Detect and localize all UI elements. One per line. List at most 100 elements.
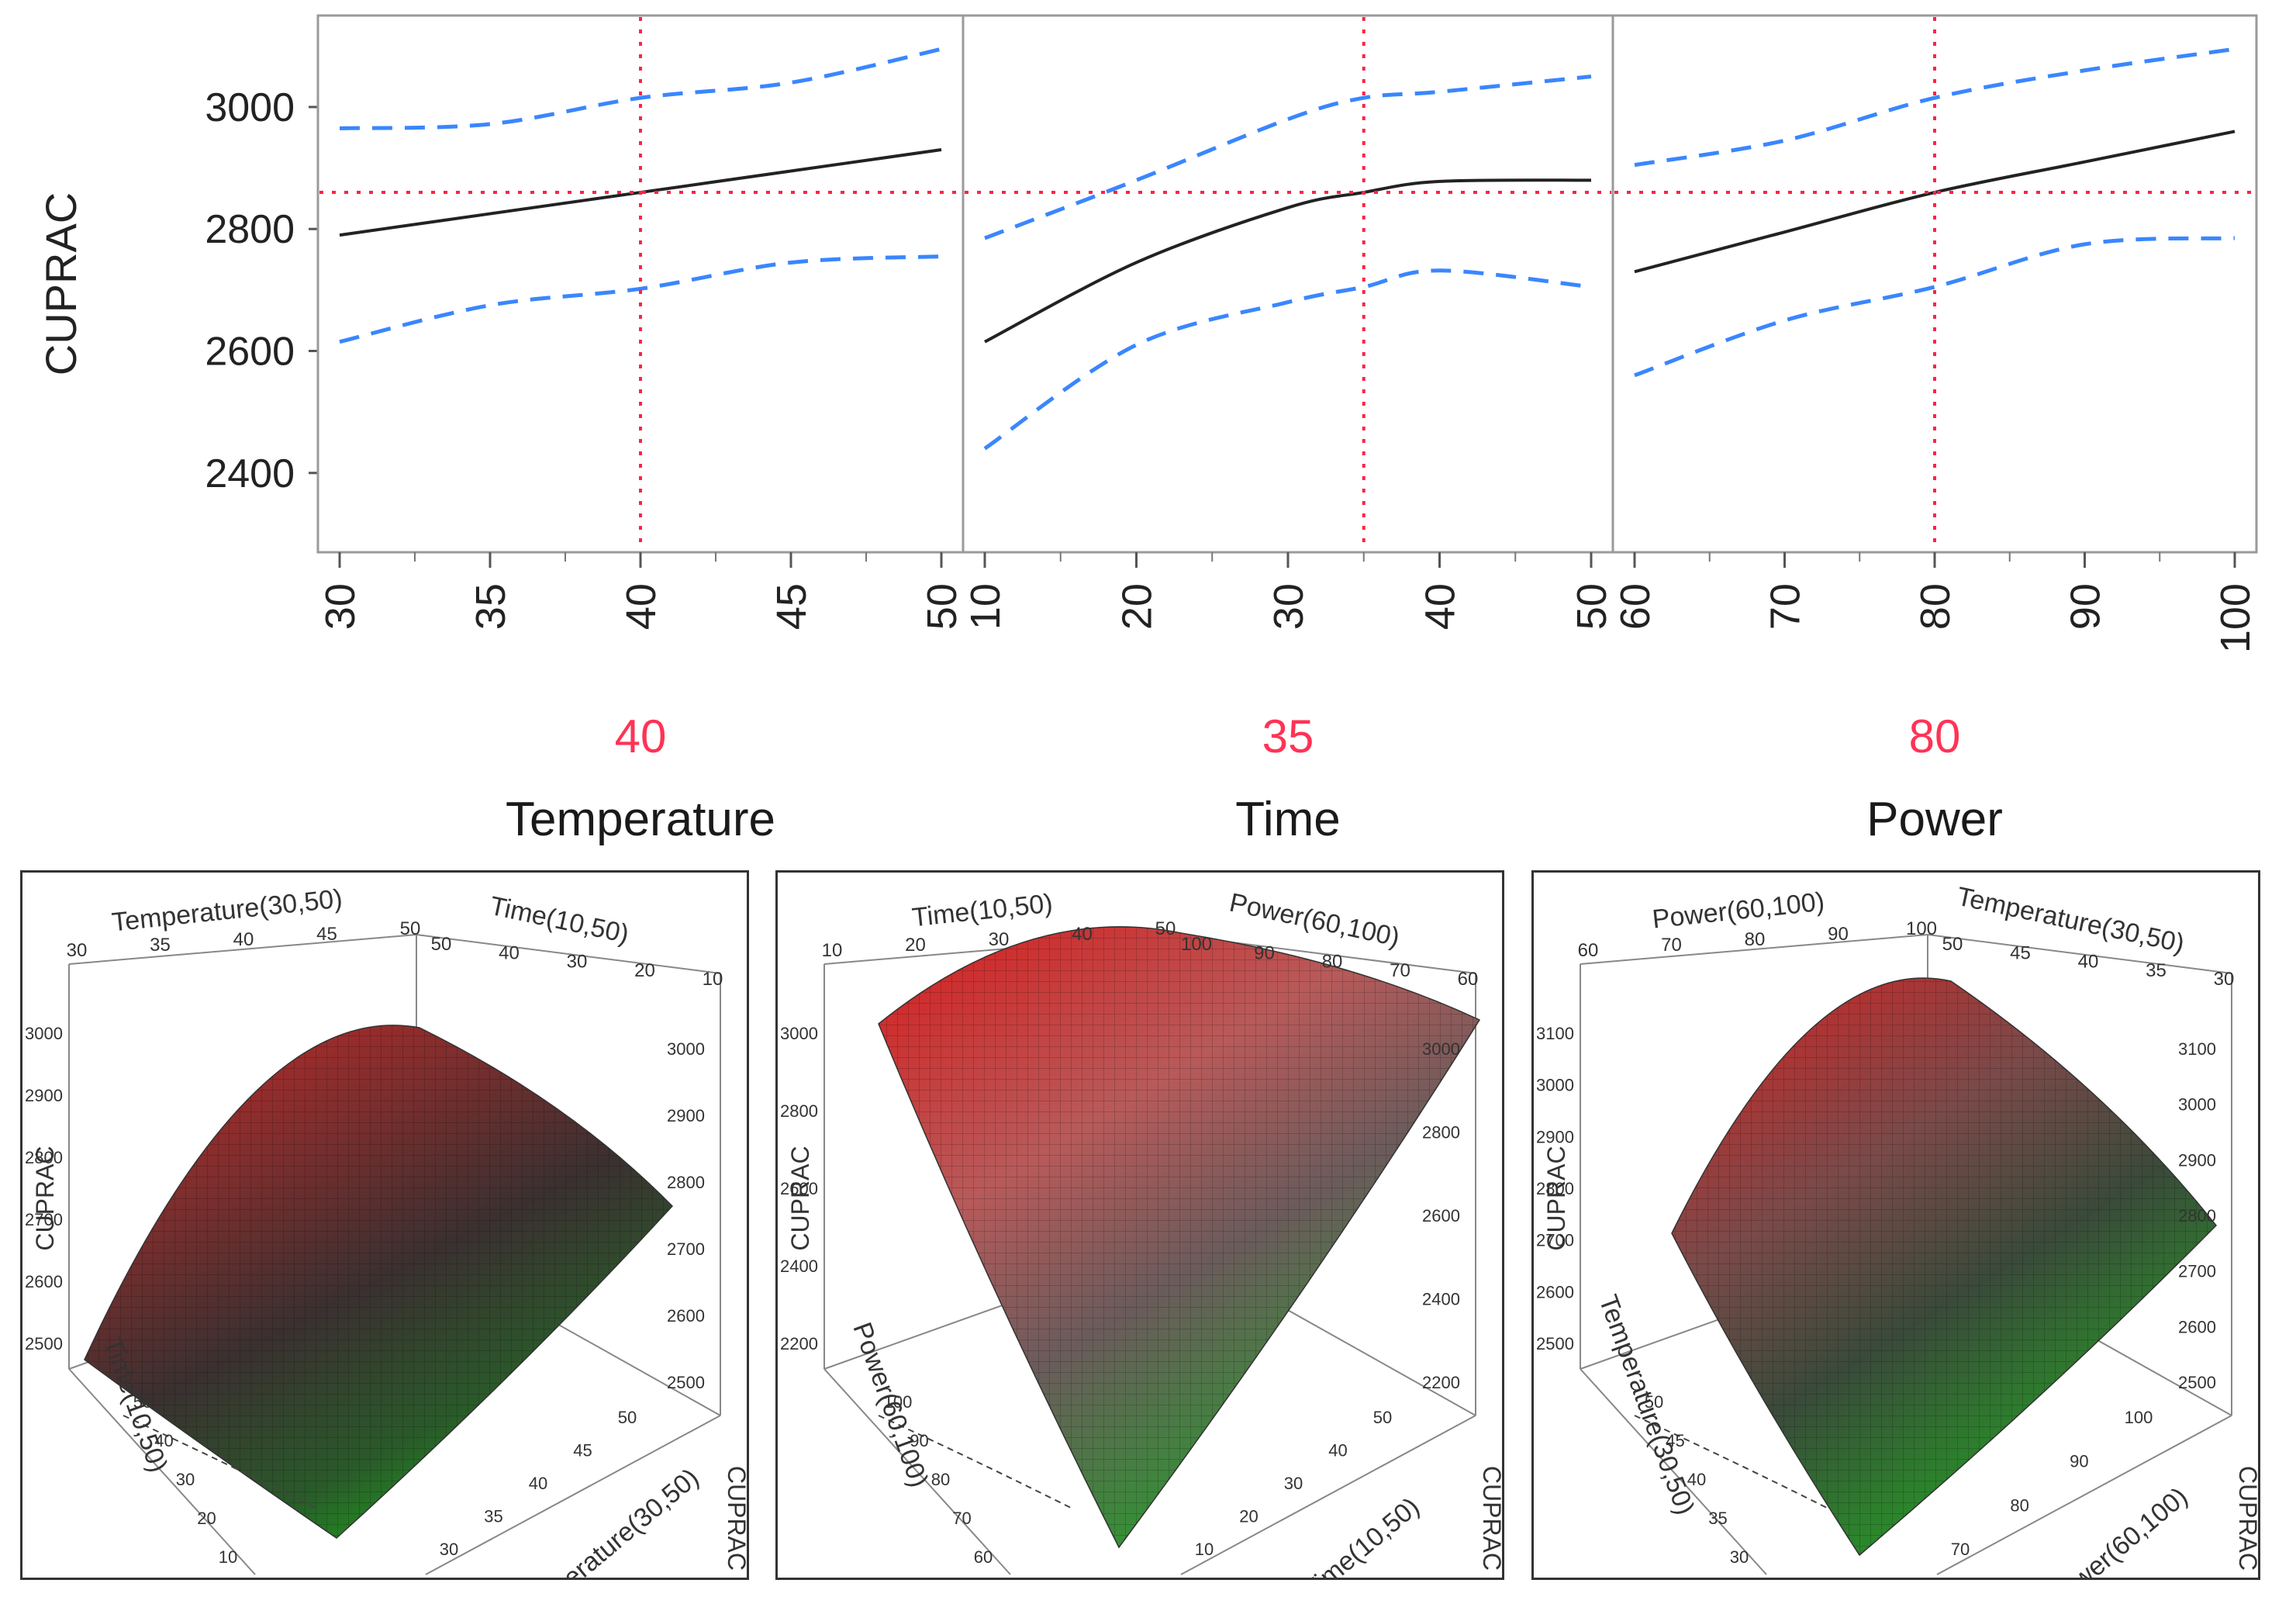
- top-left-tick-label: 100: [1906, 918, 1937, 939]
- y-tick-label: 2600: [205, 330, 295, 375]
- left-z-tick-label: 3100: [1536, 1024, 1574, 1043]
- top-right-axis-label: Temperature(30,50): [1954, 882, 2187, 959]
- factor-label: Time: [1235, 793, 1340, 846]
- right-z-tick-label: 2600: [667, 1306, 705, 1326]
- top-left-tick-label: 40: [233, 929, 254, 950]
- response-surface-mesh: [879, 926, 1479, 1547]
- top-right-tick-label: 30: [567, 952, 588, 973]
- top-right-tick-label: 70: [1390, 960, 1410, 981]
- right-z-tick-label: 3000: [1422, 1039, 1460, 1059]
- left-z-tick-label: 3000: [780, 1024, 818, 1043]
- left-z-tick-label: 2600: [1536, 1282, 1574, 1301]
- top-left-tick-label: 10: [822, 940, 843, 961]
- bottom-left-tick-label: 10: [219, 1547, 237, 1567]
- bottom-right-axis-label: Time(10,50): [1298, 1492, 1425, 1578]
- top-left-tick-label: 40: [1072, 924, 1093, 945]
- top-right-axis-label: Time(10,50): [487, 891, 631, 949]
- left-z-tick-label: 3000: [25, 1024, 63, 1043]
- top-right-tick-label: 10: [703, 969, 723, 990]
- axis-box-line: [68, 1368, 256, 1575]
- bottom-right-tick-label: 50: [618, 1408, 637, 1427]
- current-factor-value: 40: [615, 710, 667, 762]
- left-z-tick-label: 2500: [25, 1334, 63, 1353]
- right-z-tick-label: 2800: [1422, 1123, 1460, 1142]
- bottom-left-tick-label: 50: [1645, 1392, 1663, 1412]
- surface-plot-power-temperature: Power(60,100) Temperature(30,50) Temperatu…: [1531, 870, 2260, 1580]
- confidence-band-line: [339, 47, 942, 130]
- floor-contour-line: [878, 1415, 1073, 1509]
- bottom-left-tick-label: 70: [952, 1509, 971, 1528]
- x-tick-label: 30: [317, 583, 364, 630]
- right-z-tick-label: 3100: [2178, 1039, 2216, 1059]
- bottom-left-tick-label: 90: [910, 1431, 928, 1450]
- left-z-tick-label: 2800: [25, 1148, 63, 1167]
- axis-box-line: [425, 1415, 721, 1575]
- top-left-tick-label: 35: [150, 935, 171, 956]
- axis-box-line: [1927, 934, 2232, 974]
- axis-box-line: [1580, 934, 1928, 965]
- current-factor-value: 80: [1909, 710, 1961, 762]
- top-right-tick-label: 80: [1322, 952, 1343, 973]
- bottom-left-tick-label: 45: [1666, 1431, 1684, 1450]
- top-left-tick-label: 70: [1661, 935, 1682, 956]
- right-z-tick-label: 2900: [667, 1106, 705, 1125]
- confidence-band-line: [983, 268, 1592, 451]
- bottom-left-tick-label: 60: [974, 1547, 993, 1567]
- x-tick-label: 40: [618, 583, 665, 630]
- left-z-tick-label: 2700: [25, 1210, 63, 1229]
- top-left-tick-label: 60: [1578, 940, 1599, 961]
- current-factor-value: 35: [1262, 710, 1314, 762]
- profiler-panel-frame: [962, 14, 1614, 554]
- bottom-left-tick-label: 100: [884, 1392, 913, 1412]
- floor-contour-line: [1634, 1415, 1829, 1509]
- right-z-tick-label: 2500: [2178, 1373, 2216, 1392]
- x-tick-label: 35: [468, 583, 514, 630]
- x-tick-label: 80: [1912, 583, 1959, 630]
- bottom-right-axis-label: Power(60,100): [2042, 1481, 2193, 1578]
- z-axis-label-right: CUPRAC: [723, 1466, 747, 1571]
- bottom-left-tick-label: 80: [931, 1470, 950, 1489]
- y-tick-label: 2800: [205, 207, 295, 252]
- bottom-left-tick-label: 50: [133, 1392, 152, 1412]
- left-z-tick-label: 2800: [780, 1101, 818, 1121]
- top-right-tick-label: 40: [499, 942, 520, 963]
- prediction-line: [984, 178, 1592, 344]
- left-z-tick-label: 2600: [780, 1179, 818, 1198]
- bottom-right-tick-label: 70: [1951, 1540, 1970, 1559]
- x-tick-label: 10: [962, 583, 1009, 630]
- z-axis-label-right: CUPRAC: [2234, 1466, 2258, 1571]
- right-z-tick-label: 2400: [1422, 1290, 1460, 1309]
- top-left-tick-label: 50: [1155, 918, 1176, 939]
- top-right-tick-label: 45: [2010, 942, 2031, 963]
- z-axis-label-left: CUPRAC: [1542, 1146, 1570, 1250]
- bottom-right-tick-label: 20: [1239, 1507, 1258, 1526]
- response-surface-mesh: [85, 1025, 672, 1538]
- left-z-tick-label: 2900: [1536, 1127, 1574, 1146]
- top-left-axis-label: Power(60,100): [1651, 887, 1826, 935]
- top-left-tick-label: 45: [316, 924, 337, 945]
- prediction-profiler: CUPRAC 2400 2600 2800 3000 30 35 40 45 50 40 Temper…: [36, 14, 2259, 846]
- x-tick-label: 50: [919, 583, 965, 630]
- top-right-tick-label: 20: [634, 960, 655, 981]
- confidence-band-line: [1634, 236, 2236, 378]
- right-z-tick-label: 2600: [2178, 1317, 2216, 1336]
- top-right-tick-label: 90: [1254, 942, 1275, 963]
- factor-label: Temperature: [506, 793, 775, 846]
- x-tick-label: 40: [1417, 583, 1464, 630]
- prediction-line: [1634, 130, 2236, 274]
- bottom-right-tick-label: 10: [1195, 1540, 1214, 1559]
- top-right-tick-label: 35: [2146, 960, 2167, 981]
- right-z-tick-label: 2200: [1422, 1373, 1460, 1392]
- bottom-left-tick-label: 30: [176, 1470, 195, 1489]
- x-tick-label: 60: [1612, 583, 1659, 630]
- confidence-band-line: [984, 74, 1592, 240]
- bottom-right-tick-label: 90: [2070, 1452, 2088, 1471]
- surface-plot-time-power: Time(10,50) Power(60,100) Power(60,100) Tim…: [775, 870, 1504, 1580]
- right-z-tick-label: 2700: [667, 1239, 705, 1259]
- bottom-right-tick-label: 30: [440, 1540, 458, 1559]
- factor-label: Power: [1866, 793, 2003, 846]
- y-axis-label: CUPRAC: [36, 192, 85, 375]
- bottom-right-tick-label: 40: [1328, 1441, 1347, 1460]
- top-right-tick-label: 60: [1458, 969, 1479, 990]
- floor-contour-line: [123, 1415, 318, 1509]
